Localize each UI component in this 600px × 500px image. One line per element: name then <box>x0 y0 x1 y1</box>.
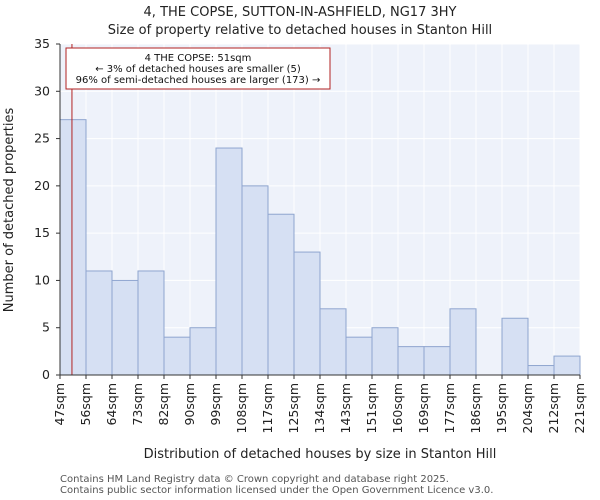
bar-143sqm <box>345 336 373 376</box>
bar-108sqm <box>241 185 269 376</box>
bar-212sqm <box>553 355 581 376</box>
y-tick-labels: 0 5 10 15 20 25 30 35 <box>34 36 60 382</box>
bar-151sqm <box>371 327 399 376</box>
y-tick-label: 10 <box>34 272 50 287</box>
bar-169sqm <box>423 346 451 376</box>
annotation-line-3: 96% of semi-detached houses are larger (… <box>76 75 321 86</box>
y-tick-label: 20 <box>34 178 50 193</box>
bars <box>59 119 581 376</box>
footer-line-1: Contains HM Land Registry data © Crown c… <box>60 474 449 485</box>
bar-204sqm <box>527 365 555 376</box>
y-tick-label: 5 <box>42 320 50 335</box>
x-tick-label: 212sqm <box>546 383 561 433</box>
annotation-line-1: 4 THE COPSE: 51sqm <box>145 53 252 64</box>
x-tick-label: 64sqm <box>104 383 119 426</box>
x-tick-label: 117sqm <box>260 383 275 433</box>
x-tick-label: 204sqm <box>520 383 535 433</box>
x-tick-label: 177sqm <box>442 383 457 433</box>
annotation-line-2: ← 3% of detached houses are smaller (5) <box>95 64 301 75</box>
x-tick-label: 73sqm <box>130 383 145 426</box>
y-tick-label: 0 <box>42 367 50 382</box>
bar-160sqm <box>397 346 425 376</box>
x-tick-label: 47sqm <box>52 383 67 426</box>
x-tick-label: 143sqm <box>338 383 353 433</box>
x-tick-label: 82sqm <box>156 383 171 426</box>
y-tick-label: 30 <box>34 83 50 98</box>
x-tick-label: 134sqm <box>312 383 327 433</box>
bar-47sqm <box>59 119 87 376</box>
bar-82sqm <box>163 336 191 376</box>
bar-195sqm <box>501 317 529 376</box>
bar-177sqm <box>449 308 477 376</box>
footer-line-2: Contains public sector information licen… <box>60 485 494 496</box>
bar-117sqm <box>267 213 295 376</box>
bar-90sqm <box>189 327 217 376</box>
x-tick-label: 169sqm <box>416 383 431 433</box>
bar-125sqm <box>293 251 321 376</box>
x-tick-label: 99sqm <box>208 383 223 426</box>
bar-64sqm <box>111 279 139 376</box>
x-tick-label: 56sqm <box>78 383 93 426</box>
y-tick-label: 25 <box>34 131 50 146</box>
x-tick-label: 221sqm <box>572 383 587 433</box>
x-tick-label: 151sqm <box>364 383 379 433</box>
x-tick-label: 186sqm <box>468 383 483 433</box>
y-axis-label: Number of detached properties <box>2 108 17 313</box>
x-tick-label: 125sqm <box>286 383 301 433</box>
bar-134sqm <box>319 308 347 376</box>
x-tick-labels: 47sqm 56sqm 64sqm 73sqm 82sqm 90sqm 99sqm 108sq… <box>52 375 587 433</box>
x-tick-label: 108sqm <box>234 383 249 433</box>
y-tick-label: 35 <box>34 36 50 51</box>
x-axis-label: Distribution of detached houses by size … <box>144 447 497 462</box>
bar-73sqm <box>137 270 165 376</box>
x-tick-label: 90sqm <box>182 383 197 426</box>
x-tick-label: 160sqm <box>390 383 405 433</box>
y-tick-label: 15 <box>34 225 50 240</box>
bar-56sqm <box>85 270 113 376</box>
chart-title: 4, THE COPSE, SUTTON-IN-ASHFIELD, NG17 3… <box>144 5 457 20</box>
annotation-box: 4 THE COPSE: 51sqm ← 3% of detached hous… <box>65 47 331 90</box>
chart-subtitle: Size of property relative to detached ho… <box>108 23 492 38</box>
bar-99sqm <box>215 147 243 376</box>
x-tick-label: 195sqm <box>494 383 509 433</box>
annotation-frame <box>65 47 331 90</box>
